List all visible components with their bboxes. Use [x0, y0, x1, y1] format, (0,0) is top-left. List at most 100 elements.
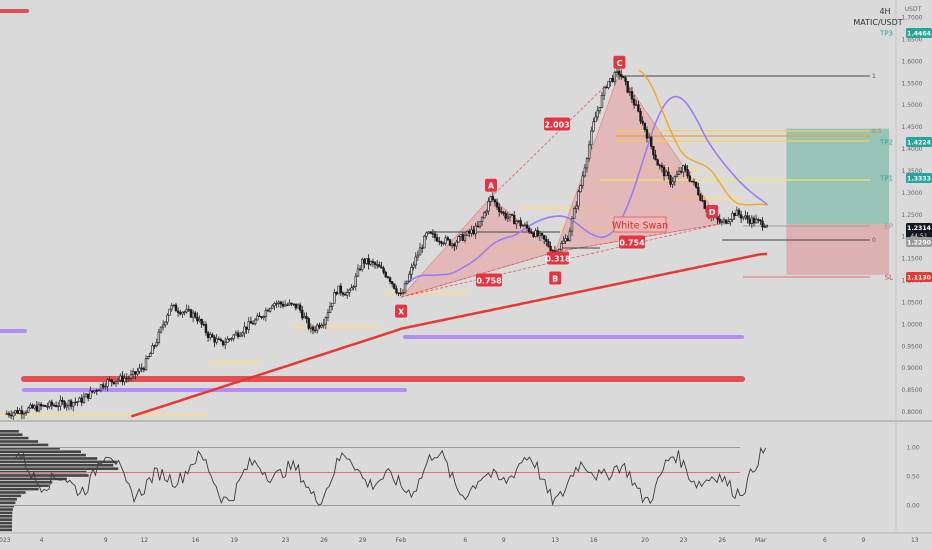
- candle-body-76: [168, 308, 171, 316]
- candle-body-261: [564, 238, 567, 242]
- candle-body-335: [722, 219, 726, 223]
- candle-body-198: [429, 231, 432, 234]
- pattern-line-bd: [555, 223, 723, 253]
- candle-body-244: [527, 227, 531, 233]
- candle-body-181: [393, 283, 396, 289]
- symbol-label: MATIC/USDT: [853, 18, 902, 27]
- volume-bar-16: [0, 484, 49, 487]
- candle-body-82: [181, 311, 184, 315]
- candle-body-95: [209, 334, 212, 338]
- candle-body-37: [84, 393, 88, 398]
- candle-body-295: [637, 104, 640, 112]
- candle-body-320: [690, 180, 694, 183]
- candle-body-160: [348, 289, 351, 293]
- candle-body-126: [275, 303, 278, 305]
- candle-body-159: [346, 291, 349, 296]
- candle-body-85: [187, 309, 191, 311]
- candle-body-202: [438, 240, 441, 243]
- tp3-price-tag: 1.4464: [907, 31, 932, 38]
- tp3-price-tag-bg: [906, 28, 932, 38]
- candle-body-339: [731, 213, 734, 220]
- volume-bar-27: [0, 521, 13, 525]
- candle-body-124: [271, 305, 274, 309]
- ema-orange-line: [638, 69, 768, 206]
- candle-body-120: [262, 316, 265, 318]
- candle-body-158: [343, 294, 347, 296]
- candle-body-89: [196, 316, 199, 322]
- candle-body-248: [536, 230, 539, 237]
- candle-body-131: [286, 304, 289, 306]
- candle-body-227: [491, 196, 495, 200]
- time-tick-19: 9: [862, 537, 866, 544]
- candle-body-290: [626, 81, 629, 93]
- take-profit-zone: [786, 128, 890, 224]
- time-tick-14: 20: [641, 537, 649, 544]
- candle-body-130: [283, 304, 287, 307]
- candle-body-14: [35, 405, 39, 412]
- candle-body-245: [530, 231, 533, 234]
- candle-body-194: [420, 247, 424, 249]
- candle-body-308: [665, 171, 668, 177]
- candle-body-135: [294, 303, 298, 309]
- candle-body-26: [61, 399, 64, 402]
- candle-body-288: [622, 76, 625, 78]
- candle-body-127: [277, 301, 280, 304]
- candle-body-210: [455, 241, 458, 247]
- candle-body-318: [686, 169, 689, 177]
- candle-body-173: [376, 264, 379, 266]
- price-tick-6: 1.4000: [902, 146, 923, 153]
- candle-body-255: [551, 250, 554, 252]
- candle-body-128: [279, 301, 283, 305]
- candle-body-300: [647, 136, 651, 139]
- volume-bar-23: [0, 508, 13, 511]
- candle-body-206: [446, 237, 450, 240]
- price-tick-4: 1.5000: [902, 102, 923, 109]
- candle-body-301: [650, 136, 653, 147]
- candle-body-47: [106, 379, 109, 387]
- candle-body-349: [752, 217, 756, 224]
- volume-bar-1: [0, 433, 23, 436]
- candle-body-142: [309, 326, 313, 329]
- candle-body-324: [699, 194, 702, 201]
- volume-bar-3: [0, 440, 39, 443]
- pattern-point-d-bg: [706, 205, 719, 219]
- candle-body-341: [735, 209, 739, 217]
- candle-body-321: [692, 181, 696, 183]
- candle-body-84: [185, 309, 188, 313]
- candle-body-303: [654, 154, 657, 161]
- candle-body-9: [24, 411, 28, 414]
- candle-body-188: [408, 273, 411, 282]
- volume-bar-29: [0, 528, 13, 532]
- volume-bar-6: [0, 450, 81, 453]
- candle-body-304: [656, 159, 659, 166]
- candle-body-16: [39, 403, 43, 407]
- candle-body-165: [358, 268, 362, 271]
- candle-body-256: [553, 250, 557, 252]
- candle-body-315: [679, 170, 683, 173]
- candle-body-302: [652, 145, 655, 156]
- candle-body-326: [703, 200, 706, 209]
- candle-body-230: [498, 206, 501, 212]
- candle-body-36: [82, 396, 86, 403]
- candle-body-170: [369, 261, 372, 265]
- candle-body-196: [425, 232, 428, 237]
- candle-body-348: [750, 217, 754, 224]
- pattern-point-x-bg: [395, 304, 408, 318]
- candle-body-38: [87, 393, 90, 399]
- volume-bar-28: [0, 525, 13, 528]
- pattern-point-b-bg: [549, 271, 562, 285]
- pattern-ratio-2: 2.003: [544, 121, 569, 130]
- candle-body-108: [236, 332, 240, 337]
- candle-body-121: [264, 309, 268, 317]
- candle-body-153: [333, 292, 336, 304]
- candle-body-183: [397, 292, 400, 294]
- candle-body-346: [746, 215, 749, 220]
- candle-body-34: [78, 397, 81, 402]
- candle-body-298: [643, 122, 647, 130]
- candle-body-218: [472, 229, 475, 235]
- candle-body-107: [234, 332, 238, 336]
- price-tick-0: 1.7000: [902, 15, 923, 22]
- candle-body-69: [153, 345, 156, 347]
- pattern-point-a: A: [488, 182, 495, 191]
